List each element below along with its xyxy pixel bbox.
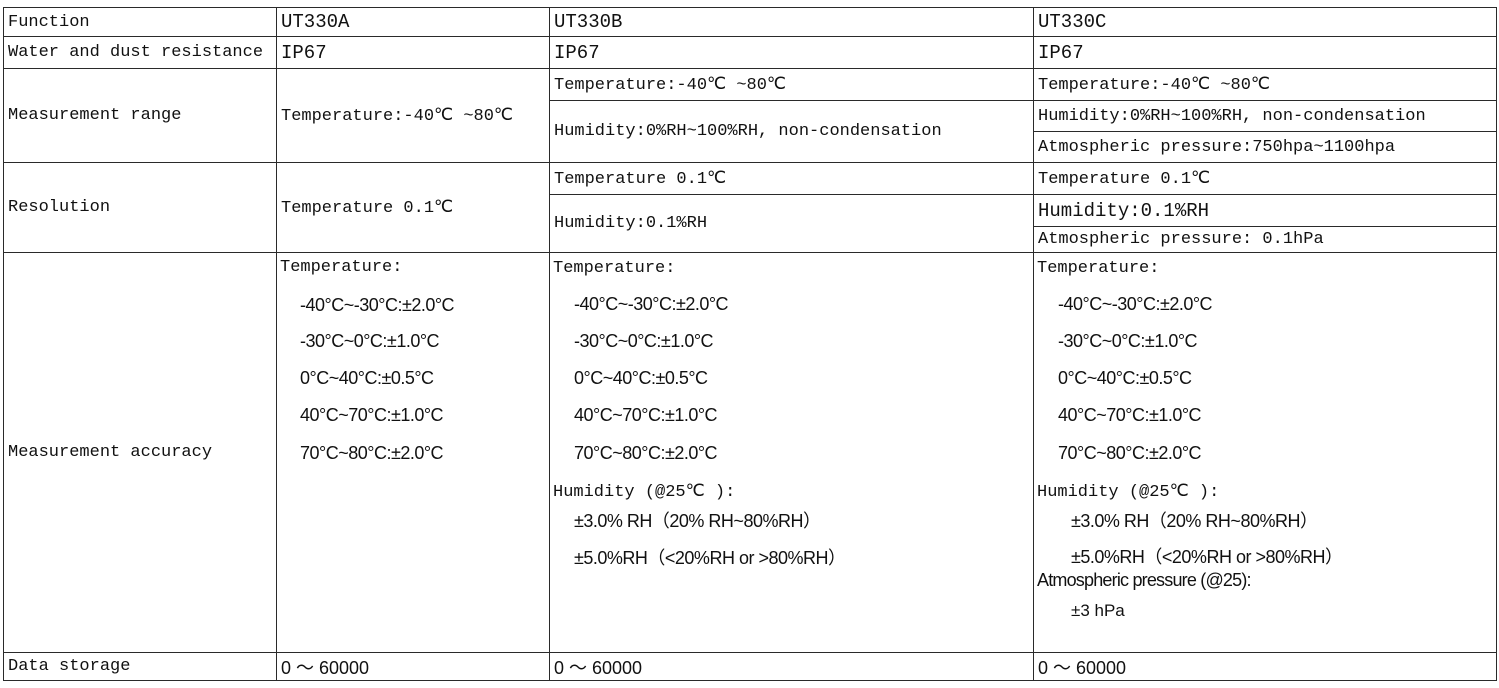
acc-a-line: -40°C~-30°C:±2.0°C <box>300 295 455 315</box>
acc-c-line: 70°C~80°C:±2.0°C <box>1058 443 1202 463</box>
resolution-b-hum: Humidity:0.1%RH <box>549 194 1034 253</box>
acc-a-line: -30°C~0°C:±1.0°C <box>300 331 440 351</box>
resolution-c-pressure: Atmospheric pressure: 0.1hPa <box>1033 226 1497 253</box>
storage-label: Data storage <box>3 652 277 681</box>
water-a: IP67 <box>276 36 550 69</box>
range-c-pressure: Atmospheric pressure:750hpa~1100hpa <box>1033 131 1497 163</box>
resolution-b-temp: Temperature 0.1℃ <box>549 162 1034 195</box>
range-b-hum: Humidity:0%RH~100%RH, non-condensation <box>549 100 1034 163</box>
header-ut330a: UT330A <box>276 7 550 37</box>
acc-b-line: -40°C~-30°C:±2.0°C <box>574 294 729 314</box>
acc-a-temp-title: Temperature: <box>280 258 403 277</box>
resolution-c-hum: Humidity:0.1%RH <box>1033 194 1497 227</box>
acc-b-hum-title: Humidity (@25℃ ): <box>553 483 736 502</box>
resolution-label: Resolution <box>3 162 277 253</box>
acc-a-line: 40°C~70°C:±1.0°C <box>300 405 444 425</box>
acc-c-temp-title: Temperature: <box>1037 259 1160 278</box>
acc-b-line: 70°C~80°C:±2.0°C <box>574 443 718 463</box>
acc-c-pressure-title: Atmospheric pressure (@25): <box>1037 570 1252 590</box>
header-ut330b: UT330B <box>549 7 1034 37</box>
acc-c-hum-title: Humidity (@25℃ ): <box>1037 483 1220 502</box>
water-c: IP67 <box>1033 36 1497 69</box>
acc-b-line: -30°C~0°C:±1.0°C <box>574 331 714 351</box>
range-c-temp: Temperature:-40℃ ~80℃ <box>1033 68 1497 101</box>
storage-b: 0 ～ 60000 <box>549 652 1034 681</box>
acc-c-line: -40°C~-30°C:±2.0°C <box>1058 294 1213 314</box>
storage-a: 0 ～ 60000 <box>276 652 550 681</box>
acc-c-pressure-line: ±3 hPa <box>1071 601 1125 620</box>
acc-a-line: 0°C~40°C:±0.5°C <box>300 368 434 388</box>
water-label: Water and dust resistance <box>3 36 277 69</box>
acc-b-temp-title: Temperature: <box>553 259 676 278</box>
resolution-a: Temperature 0.1℃ <box>276 162 550 253</box>
acc-c-hum-line: ±3.0% RH（20% RH~80%RH） <box>1071 511 1318 531</box>
acc-c-hum-line: ±5.0%RH（<20%RH or >80%RH） <box>1071 547 1343 567</box>
range-label: Measurement range <box>3 68 277 163</box>
range-c-hum: Humidity:0%RH~100%RH, non-condensation <box>1033 100 1497 132</box>
range-a: Temperature:-40℃ ~80℃ <box>276 68 550 163</box>
resolution-c-temp: Temperature 0.1℃ <box>1033 162 1497 195</box>
storage-c: 0 ～ 60000 <box>1033 652 1497 681</box>
acc-c-line: 0°C~40°C:±0.5°C <box>1058 368 1192 388</box>
acc-c-line: -30°C~0°C:±1.0°C <box>1058 331 1198 351</box>
acc-b-hum-line: ±3.0% RH（20% RH~80%RH） <box>574 511 821 531</box>
header-ut330c: UT330C <box>1033 7 1497 37</box>
water-b: IP67 <box>549 36 1034 69</box>
range-b-temp: Temperature:-40℃ ~80℃ <box>549 68 1034 101</box>
acc-a-line: 70°C~80°C:±2.0°C <box>300 443 444 463</box>
accuracy-label: Measurement accuracy <box>3 252 277 653</box>
acc-b-hum-line: ±5.0%RH（<20%RH or >80%RH） <box>574 548 846 568</box>
acc-b-line: 0°C~40°C:±0.5°C <box>574 368 708 388</box>
header-function: Function <box>3 7 277 37</box>
acc-c-line: 40°C~70°C:±1.0°C <box>1058 405 1202 425</box>
acc-b-line: 40°C~70°C:±1.0°C <box>574 405 718 425</box>
